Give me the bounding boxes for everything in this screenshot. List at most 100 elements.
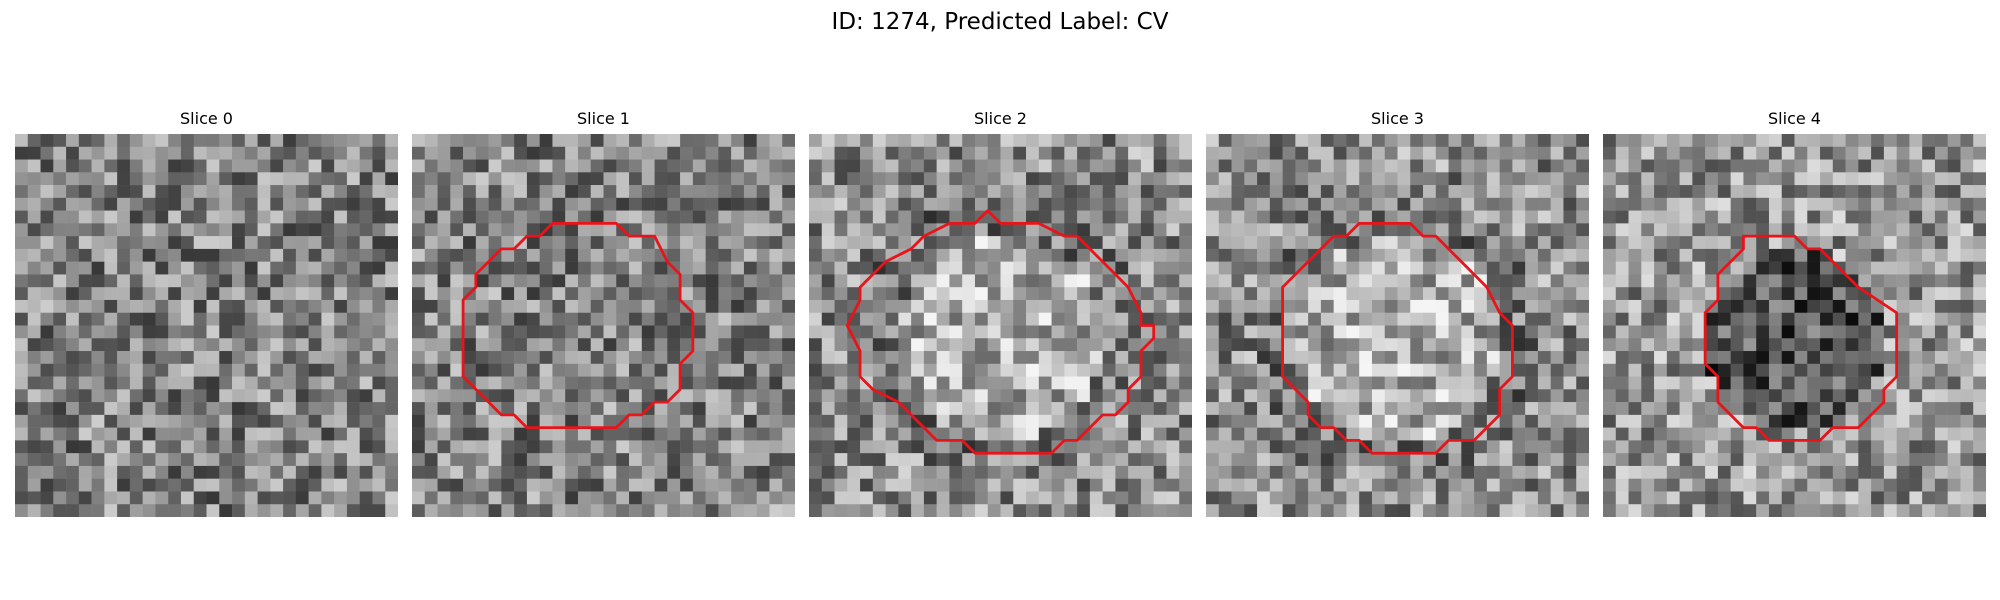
pixel-cell: [809, 453, 823, 467]
pixel-cell: [1934, 338, 1948, 352]
pixel-cell: [756, 427, 770, 441]
pixel-cell: [565, 248, 579, 262]
pixel-cell: [809, 185, 823, 199]
pixel-cell: [705, 414, 719, 428]
pixel-cell: [308, 351, 322, 365]
pixel-cell: [911, 363, 925, 377]
pixel-cell: [1525, 274, 1539, 288]
pixel-cell: [372, 172, 386, 186]
pixel-cell: [1973, 440, 1986, 454]
pixel-cell: [1038, 491, 1052, 505]
pixel-cell: [565, 414, 579, 428]
pixel-cell: [1320, 491, 1334, 505]
pixel-cell: [1295, 465, 1309, 479]
pixel-cell: [654, 351, 668, 365]
pixel-cell: [1308, 504, 1322, 517]
pixel-cell: [1218, 338, 1232, 352]
pixel-cell: [603, 236, 617, 250]
pixel-cell: [1832, 210, 1846, 224]
pixel-cell: [1794, 248, 1808, 262]
pixel-cell: [743, 414, 757, 428]
pixel-cell: [1909, 440, 1923, 454]
pixel-cell: [27, 414, 41, 428]
pixel-cell: [809, 440, 823, 454]
pixel-cell: [193, 274, 207, 288]
pixel-cell: [1781, 453, 1795, 467]
pixel-cell: [1000, 414, 1014, 428]
pixel-cell: [834, 134, 848, 148]
pixel-cell: [962, 134, 976, 148]
pixel-cell: [1384, 172, 1398, 186]
pixel-cell: [206, 299, 220, 313]
pixel-cell: [680, 172, 694, 186]
pixel-cell: [1282, 453, 1296, 467]
pixel-cell: [1423, 504, 1437, 517]
pixel-cell: [565, 453, 579, 467]
pixel-cell: [66, 453, 80, 467]
pixel-cell: [232, 287, 246, 301]
pixel-cell: [104, 504, 118, 517]
pixel-cell: [295, 210, 309, 224]
pixel-cell: [1153, 504, 1167, 517]
pixel-cell: [1038, 210, 1052, 224]
pixel-cell: [1346, 465, 1360, 479]
pixel-cell: [923, 159, 937, 173]
pixel-cell: [1206, 478, 1220, 492]
pixel-cell: [1832, 351, 1846, 365]
pixel-cell: [1166, 465, 1180, 479]
pixel-cell: [1730, 134, 1744, 148]
pixel-cell: [206, 363, 220, 377]
pixel-cell: [1576, 210, 1589, 224]
pixel-cell: [680, 453, 694, 467]
pixel-cell: [1499, 453, 1513, 467]
pixel-cell: [1947, 376, 1961, 390]
pixel-cell: [1153, 197, 1167, 211]
pixel-cell: [1717, 248, 1731, 262]
pixel-cell: [552, 440, 566, 454]
pixel-cell: [1896, 491, 1910, 505]
pixel-cell: [1346, 312, 1360, 326]
pixel-cell: [1461, 402, 1475, 416]
pixel-cell: [244, 465, 258, 479]
pixel-cell: [1269, 197, 1283, 211]
pixel-cell: [1320, 287, 1334, 301]
pixel-cell: [1512, 478, 1526, 492]
pixel-cell: [692, 134, 706, 148]
pixel-cell: [1960, 274, 1974, 288]
pixel-cell: [1333, 261, 1347, 275]
pixel-cell: [1346, 363, 1360, 377]
pixel-cell: [501, 363, 515, 377]
pixel-cell: [168, 299, 182, 313]
pixel-cell: [1781, 159, 1795, 173]
pixel-cell: [1089, 299, 1103, 313]
pixel-cell: [1871, 185, 1885, 199]
pixel-cell: [872, 453, 886, 467]
pixel-cell: [898, 172, 912, 186]
pixel-cell: [1537, 299, 1551, 313]
pixel-cell: [334, 197, 348, 211]
pixel-cell: [385, 299, 398, 313]
pixel-cell: [565, 440, 579, 454]
pixel-cell: [1858, 389, 1872, 403]
pixel-cell: [962, 402, 976, 416]
pixel-cell: [692, 491, 706, 505]
pixel-cell: [308, 325, 322, 339]
pixel-cell: [769, 402, 783, 416]
pixel-cell: [450, 491, 464, 505]
pixel-cell: [1654, 504, 1668, 517]
pixel-cell: [1947, 414, 1961, 428]
pixel-cell: [1000, 185, 1014, 199]
pixel-cell: [1717, 134, 1731, 148]
pixel-cell: [1013, 312, 1027, 326]
pixel-cell: [488, 325, 502, 339]
pixel-cell: [1474, 134, 1488, 148]
pixel-cell: [1973, 274, 1986, 288]
pixel-cell: [168, 453, 182, 467]
pixel-cell: [1960, 338, 1974, 352]
pixel-cell: [308, 146, 322, 160]
pixel-cell: [872, 465, 886, 479]
pixel-cell: [1077, 159, 1091, 173]
pixel-cell: [552, 427, 566, 441]
pixel-cell: [1282, 261, 1296, 275]
pixel-cell: [488, 440, 502, 454]
